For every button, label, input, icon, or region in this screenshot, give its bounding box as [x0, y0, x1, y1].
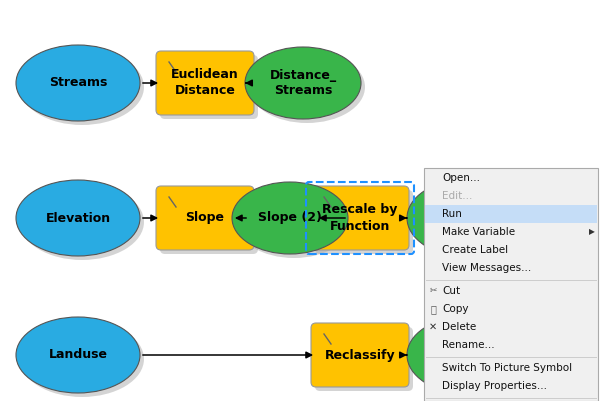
FancyBboxPatch shape [160, 190, 258, 254]
Text: ▶: ▶ [589, 227, 595, 237]
FancyBboxPatch shape [315, 327, 413, 391]
Text: Display Properties...: Display Properties... [442, 381, 547, 391]
Text: ✕: ✕ [429, 322, 437, 332]
Ellipse shape [407, 317, 523, 393]
Text: Elevation: Elevation [46, 211, 110, 225]
Text: Transform
ed_Landus: Transform ed_Landus [432, 344, 498, 367]
Text: Open...: Open... [442, 173, 480, 183]
Text: Rename...: Rename... [442, 340, 494, 350]
Text: Edit...: Edit... [442, 191, 472, 201]
Ellipse shape [20, 184, 144, 260]
Text: View Messages...: View Messages... [442, 263, 531, 273]
Text: Run: Run [442, 209, 462, 219]
Text: Landuse: Landuse [49, 348, 107, 361]
Ellipse shape [16, 180, 140, 256]
Ellipse shape [232, 182, 348, 254]
Text: Streams: Streams [49, 77, 107, 89]
Ellipse shape [16, 45, 140, 121]
Ellipse shape [411, 184, 527, 260]
FancyBboxPatch shape [156, 186, 254, 250]
Ellipse shape [411, 321, 527, 397]
FancyBboxPatch shape [425, 205, 597, 223]
Text: Distance_
Streams: Distance_ Streams [269, 69, 337, 97]
FancyBboxPatch shape [160, 55, 258, 119]
Text: Slope: Slope [185, 211, 224, 225]
Ellipse shape [249, 51, 365, 123]
Text: Cut: Cut [442, 286, 460, 296]
Ellipse shape [20, 321, 144, 397]
Text: Rescale by
Function: Rescale by Function [322, 203, 398, 233]
Ellipse shape [20, 49, 144, 125]
Ellipse shape [407, 180, 523, 256]
Text: ⎘: ⎘ [430, 304, 436, 314]
Text: Make Variable: Make Variable [442, 227, 515, 237]
Ellipse shape [16, 317, 140, 393]
Text: Delete: Delete [442, 322, 476, 332]
Text: Slope (2): Slope (2) [258, 211, 322, 225]
FancyBboxPatch shape [311, 186, 409, 250]
Text: ✂: ✂ [429, 286, 437, 296]
FancyBboxPatch shape [311, 323, 409, 387]
Ellipse shape [236, 186, 352, 258]
FancyBboxPatch shape [315, 190, 413, 254]
Text: Switch To Picture Symbol: Switch To Picture Symbol [442, 363, 572, 373]
Text: Reclassify: Reclassify [325, 348, 395, 361]
Text: Copy: Copy [442, 304, 469, 314]
FancyBboxPatch shape [156, 51, 254, 115]
Text: Euclidean
Distance: Euclidean Distance [171, 69, 239, 97]
Text: Transform
ed_Slope: Transform ed_Slope [433, 207, 497, 229]
Ellipse shape [245, 47, 361, 119]
Text: Create Label: Create Label [442, 245, 508, 255]
FancyBboxPatch shape [424, 168, 598, 401]
